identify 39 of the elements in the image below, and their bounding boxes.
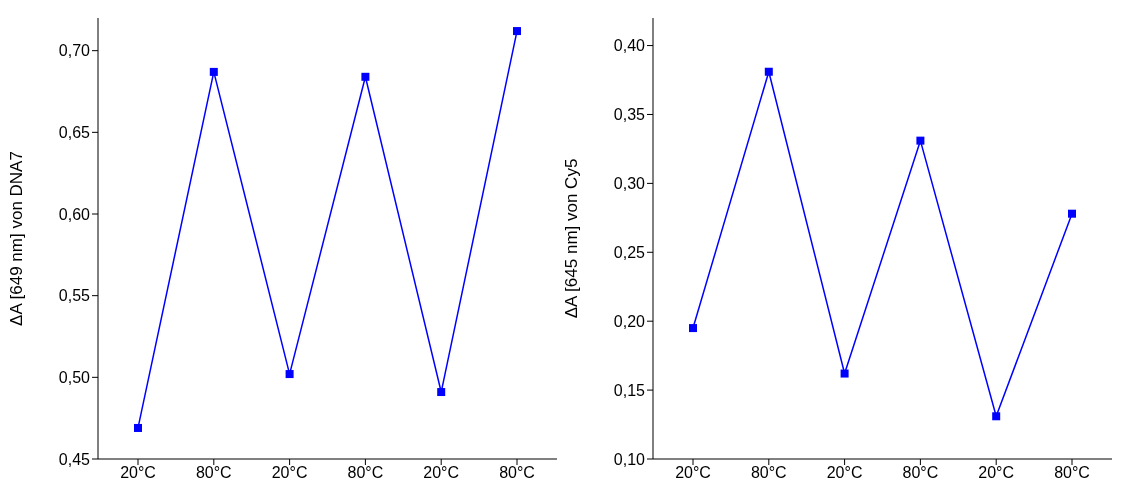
point bbox=[285, 370, 294, 379]
y-axis-title: ΔA [645 nm] von Cy5 bbox=[562, 158, 582, 319]
y-tick-label: 0,10 bbox=[613, 450, 646, 468]
y-tick-label: 0,55 bbox=[58, 287, 91, 305]
y-tick-label: 0,45 bbox=[58, 450, 91, 468]
y-tick-label: 0,15 bbox=[613, 381, 646, 399]
point bbox=[840, 369, 849, 378]
y-tick-label: 0,50 bbox=[58, 369, 91, 387]
x-tick-label: 80°C bbox=[750, 464, 787, 482]
x-tick-label: 80°C bbox=[499, 464, 535, 482]
y-tick-label: 0,70 bbox=[58, 42, 91, 60]
x-tick-label: 20°C bbox=[978, 464, 1015, 482]
x-tick-label: 80°C bbox=[902, 464, 939, 482]
point bbox=[1068, 209, 1076, 218]
y-axis-title: ΔA [649 nm] von DNA7 bbox=[7, 151, 27, 326]
point bbox=[689, 324, 697, 333]
x-tick-label: 20°C bbox=[423, 464, 460, 482]
point bbox=[916, 136, 925, 145]
x-tick-label: 20°C bbox=[120, 464, 156, 482]
x-tick-label: 20°C bbox=[675, 464, 711, 482]
y-tick-label: 0,25 bbox=[613, 243, 646, 261]
point bbox=[437, 388, 446, 397]
point bbox=[992, 412, 1001, 421]
x-tick-label: 80°C bbox=[1054, 464, 1090, 482]
y-tick-label: 0,20 bbox=[613, 312, 646, 330]
point bbox=[513, 27, 521, 36]
x-tick-label: 80°C bbox=[195, 464, 232, 482]
point bbox=[209, 67, 218, 76]
x-tick-label: 20°C bbox=[826, 464, 863, 482]
x-tick-label: 80°C bbox=[347, 464, 384, 482]
point bbox=[361, 72, 370, 81]
y-tick-label: 0,40 bbox=[613, 37, 646, 55]
point bbox=[134, 423, 142, 432]
y-tick-label: 0,60 bbox=[58, 205, 91, 223]
y-tick-label: 0,35 bbox=[613, 106, 646, 124]
point bbox=[764, 67, 773, 76]
y-tick-label: 0,30 bbox=[613, 175, 646, 193]
y-tick-label: 0,65 bbox=[58, 124, 91, 142]
x-tick-label: 20°C bbox=[271, 464, 308, 482]
